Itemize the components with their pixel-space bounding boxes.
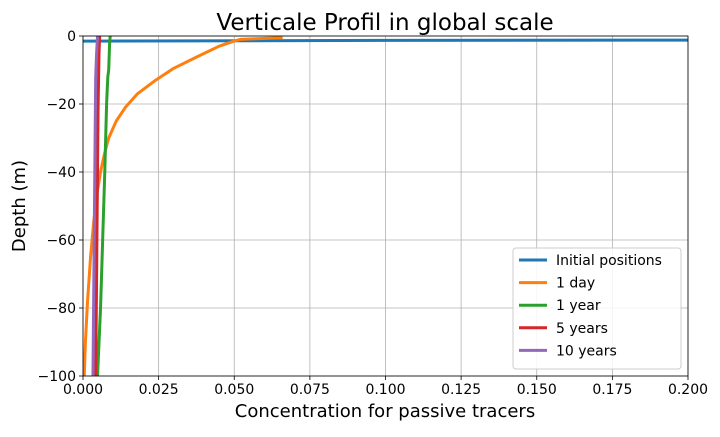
x-tick-label: 0.125 (441, 382, 481, 398)
x-tick-label: 0.075 (290, 382, 330, 398)
x-tick-label: 0.200 (668, 382, 708, 398)
y-tick-label: −20 (46, 97, 76, 113)
x-axis: 0.000 0.025 0.050 0.075 0.100 0.125 0.150 0.175… (63, 376, 708, 398)
legend-label: Initial positions (556, 253, 662, 269)
series-line-1 (82, 38, 689, 43)
y-tick-label: 0 (67, 29, 76, 45)
series-line-5 (91, 35, 100, 377)
plot-area (82, 35, 689, 377)
chart-title: Verticale Profil in global scale (216, 10, 553, 36)
legend-label: 5 years (556, 321, 608, 337)
x-tick-label: 0.000 (63, 382, 103, 398)
series-line-3 (96, 35, 112, 377)
y-axis-label: Depth (m) (9, 160, 30, 252)
x-tick-label: 0.050 (214, 382, 254, 398)
x-tick-label: 0.175 (592, 382, 632, 398)
y-axis: 0 −20 −40 −60 −80 −100 (38, 29, 83, 385)
x-tick-label: 0.100 (365, 382, 405, 398)
y-tick-label: −100 (38, 369, 76, 385)
series-line-2 (82, 36, 283, 377)
x-axis-label: Concentration for passive tracers (235, 401, 535, 422)
legend-label: 1 day (556, 276, 595, 292)
x-tick-label: 0.025 (139, 382, 179, 398)
legend-box (512, 247, 682, 370)
legend: Initial positions 1 day 1 year 5 years 10 ye… (512, 247, 682, 370)
legend-label: 1 year (556, 298, 601, 314)
legend-label: 10 years (556, 343, 617, 359)
x-tick-label: 0.150 (517, 382, 557, 398)
y-tick-label: −40 (46, 165, 76, 181)
y-tick-label: −80 (46, 301, 76, 317)
series-line-4 (94, 35, 102, 377)
y-tick-label: −60 (46, 233, 76, 249)
